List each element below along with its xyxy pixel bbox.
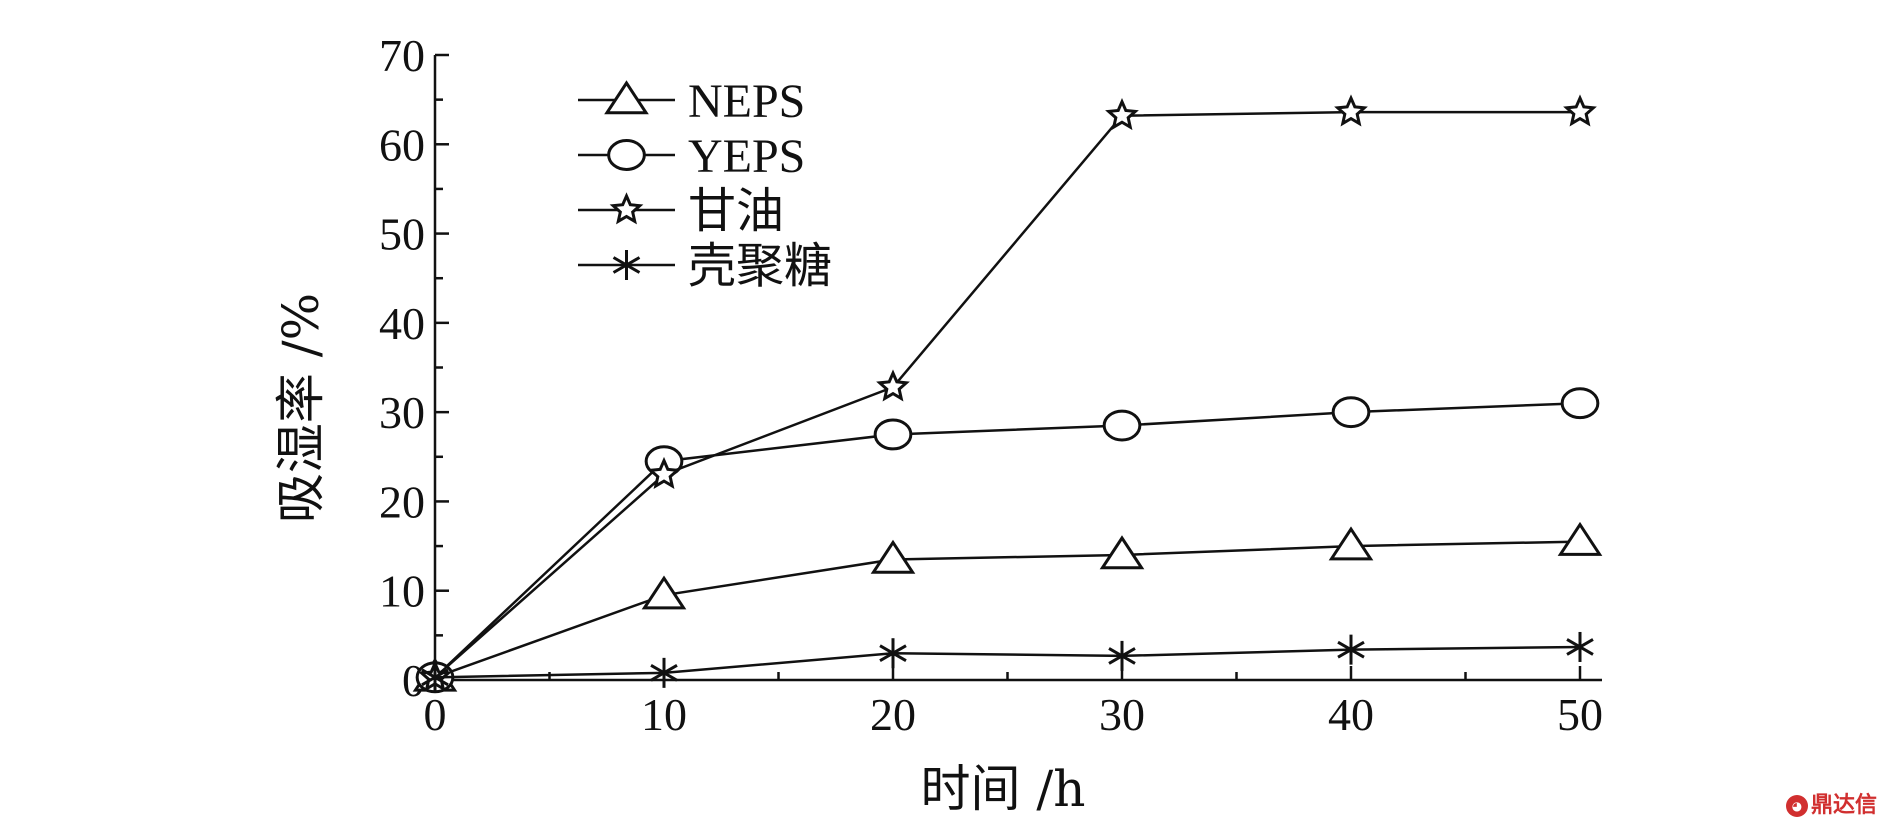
data-point-marker	[641, 575, 687, 610]
legend-marker	[607, 139, 646, 171]
series-line	[434, 645, 1581, 679]
data-point-marker	[873, 418, 913, 451]
data-point-marker	[1337, 634, 1365, 665]
data-point-marker	[1328, 526, 1374, 561]
data-point-marker	[870, 539, 916, 574]
data-point-marker	[876, 369, 910, 402]
data-point-marker	[647, 456, 681, 490]
legend-entry: 甘油	[578, 185, 784, 238]
series-line	[434, 401, 1581, 679]
data-point-marker	[1331, 396, 1371, 429]
x-tick-label: 50	[1557, 689, 1603, 740]
watermark-text: 鼎达信	[1810, 793, 1877, 818]
x-axis-title: 时间 /h	[921, 760, 1086, 818]
x-tick-label: 20	[870, 689, 916, 740]
legend-marker	[604, 80, 649, 115]
x-tick-label: 40	[1328, 689, 1374, 740]
series-layer	[412, 94, 1603, 694]
series-1	[412, 521, 1603, 692]
data-point-marker	[1334, 94, 1368, 127]
data-point-marker	[1105, 97, 1139, 131]
data-point-marker	[1560, 387, 1600, 420]
y-tick-label: 40	[379, 298, 425, 349]
y-tick-label: 20	[379, 476, 425, 527]
legend-label: NEPS	[688, 75, 805, 128]
data-point-marker	[421, 662, 449, 693]
x-tick-label: 10	[641, 689, 687, 740]
legend-label: YEPS	[688, 130, 805, 183]
legend-label: 甘油	[688, 185, 784, 238]
y-tick-label: 10	[379, 566, 425, 617]
data-point-marker	[1563, 94, 1597, 127]
y-tick-label: 30	[379, 387, 425, 438]
series-line	[434, 110, 1580, 679]
legend-marker	[612, 250, 641, 280]
y-tick-label: 70	[379, 30, 425, 81]
x-tick-label: 30	[1099, 689, 1145, 740]
series-3	[418, 94, 1597, 692]
data-point-marker	[1099, 535, 1145, 570]
data-point-marker	[1566, 631, 1594, 662]
y-tick-label: 0	[402, 655, 425, 706]
legend-entry: NEPS	[578, 75, 805, 128]
y-tick-label: 60	[379, 119, 425, 170]
legend-marker	[609, 192, 644, 225]
series-4	[421, 631, 1594, 693]
legend-entry: 壳聚糖	[578, 240, 832, 293]
data-point-marker	[1557, 521, 1603, 556]
legend-entry: YEPS	[578, 130, 805, 183]
legend-label: 壳聚糖	[688, 240, 832, 293]
data-point-marker	[650, 657, 678, 688]
watermark-logo-icon: ◕	[1785, 795, 1808, 817]
data-point-marker	[1102, 409, 1142, 442]
y-axis-title: 吸湿率 /%	[272, 293, 330, 523]
data-point-marker	[879, 638, 907, 669]
series-line	[434, 540, 1581, 679]
x-tick-label: 0	[424, 689, 447, 740]
series-2	[415, 387, 1600, 694]
axes: 0 10 20 30 40 50 60 70 0 10 20 30 40 50	[379, 30, 1603, 740]
watermark: ◕ 鼎达信	[1785, 787, 1877, 819]
y-tick-label: 50	[379, 209, 425, 260]
data-point-marker	[1108, 640, 1136, 671]
